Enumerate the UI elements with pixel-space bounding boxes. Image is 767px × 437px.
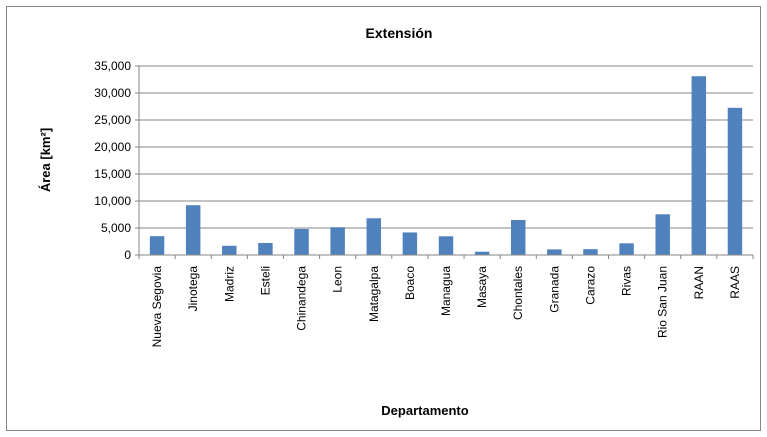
bar-leon [330,227,345,255]
x-category-label: Madriz [222,266,236,302]
x-category-label: Granada [547,266,561,313]
y-tick-label: 5,000 [101,221,131,235]
x-category-label: Carazo [583,266,597,305]
bar-boaco [402,232,418,255]
x-category-label: Esteli [258,266,272,295]
bar-chinandega [294,228,309,255]
bar-raan [691,76,707,255]
y-tick-label: 15,000 [94,167,131,181]
bar-jinotega [185,205,201,255]
x-category-label: Masaya [475,266,489,308]
x-category-label: RAAN [692,266,706,299]
x-category-label: Nueva Segovia [150,266,164,348]
y-tick-label: 20,000 [94,140,131,154]
x-category-label: Matagalpa [367,266,381,322]
bar-raas [727,107,743,256]
bar-nueva-segovia [149,236,165,255]
bar-rivas [619,243,634,255]
bar-madriz [222,245,237,255]
y-tick-label: 10,000 [94,194,131,208]
x-category-label: Chontales [511,266,525,320]
y-tick-label: 30,000 [94,86,131,100]
bar-masaya [474,251,490,255]
bar-granada [547,249,562,255]
x-category-label: Chinandega [295,266,309,331]
y-axis-title: Área [km²] [38,128,53,192]
bar-esteli [258,242,273,255]
chart-title: Extensión [366,25,433,41]
chart-frame [6,6,761,431]
x-axis-categories: Nueva Segovia Jinotega Madriz Esteli Chinand… [138,255,754,348]
bar-rio-san-juan [655,214,670,255]
gridlines [139,65,753,229]
bar-managua [438,236,454,255]
bar-matagalpa [366,218,381,255]
x-category-label: Leon [331,266,345,293]
y-axis-ticks: 0 5,000 10,000 15,000 20,000 25,000 30,000 35,0… [94,59,139,262]
x-category-label: Jinotega [186,266,200,312]
x-category-label: Boaco [403,266,417,300]
bars [149,76,743,256]
x-category-label: Rivas [620,266,634,296]
y-tick-label: 35,000 [94,59,131,73]
y-tick-label: 25,000 [94,113,131,127]
x-axis-title: Departamento [381,403,468,418]
x-category-label: Rio San Juan [656,266,670,338]
y-tick-label: 0 [124,248,131,262]
bar-carazo [583,249,598,255]
bar-chontales [511,220,526,255]
x-category-label: RAAS [728,266,742,299]
x-category-label: Managua [439,266,453,316]
